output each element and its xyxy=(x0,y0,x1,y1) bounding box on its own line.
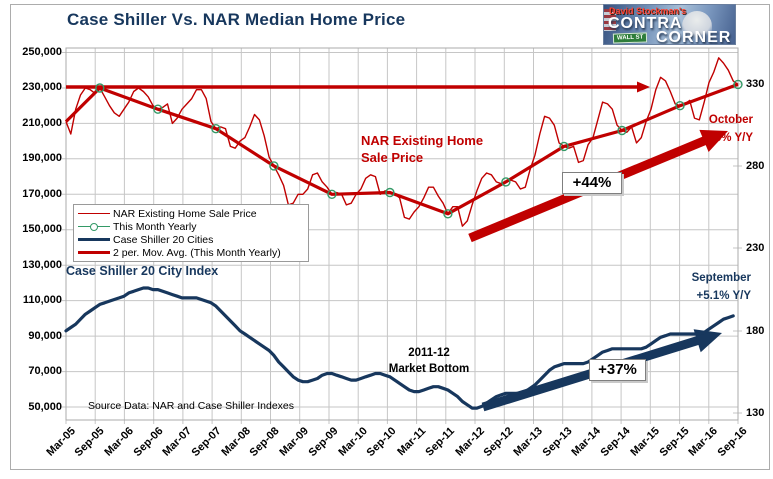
yearly-marker xyxy=(443,209,453,219)
capitol-dome-image xyxy=(682,11,712,41)
yearly-marker xyxy=(675,100,685,111)
yearly-marker xyxy=(385,187,395,198)
left-axis-tick-label: 190,000 xyxy=(22,152,62,165)
left-axis-tick-label: 110,000 xyxy=(22,294,62,307)
nar-series-annotation: NAR Existing Home Sale Price xyxy=(361,132,483,166)
october-yoy-annotation: October +6% Y/Y xyxy=(708,111,753,147)
yearly-marker xyxy=(617,125,627,136)
right-axis-tick-label: 330 xyxy=(746,77,765,90)
right-axis-tick-label: 130 xyxy=(746,406,765,419)
left-axis-tick-label: 130,000 xyxy=(22,258,62,271)
september-line2: +5.1% Y/Y xyxy=(696,290,751,302)
left-axis-tick-label: 250,000 xyxy=(22,46,62,58)
legend-label: This Month Yearly xyxy=(113,220,197,233)
september-yoy-annotation: September +5.1% Y/Y xyxy=(692,269,751,305)
yearly-marker xyxy=(269,161,279,171)
yearly-marker xyxy=(153,104,163,114)
left-axis-tick-label: 210,000 xyxy=(22,116,62,129)
legend-swatch-yearly xyxy=(78,222,110,232)
case-shiller-line xyxy=(64,286,735,410)
legend-item: Case Shiller 20 Cities xyxy=(78,233,308,246)
left-axis-tick-label: 50,000 xyxy=(28,400,62,413)
legend-item: This Month Yearly xyxy=(78,220,308,233)
nar-gain-badge: +44% xyxy=(562,172,622,194)
cs-gain-badge: +37% xyxy=(589,359,646,381)
right-axis-tick-label: 180 xyxy=(746,324,765,337)
nar-annotation-line1: NAR Existing Home xyxy=(361,133,484,148)
left-axis-tick-label: 170,000 xyxy=(22,187,62,200)
legend: NAR Existing Home Sale Price This Month Y… xyxy=(73,204,309,262)
market-bottom-line2: Market Bottom xyxy=(388,363,470,375)
flag-decoration xyxy=(604,9,616,31)
legend-label: NAR Existing Home Sale Price xyxy=(113,207,257,220)
logo-byline: David Stockman's xyxy=(609,6,687,16)
wall-st-sign: WALL ST xyxy=(612,32,648,44)
market-bottom-annotation: 2011-12 Market Bottom xyxy=(384,345,474,377)
yearly-marker xyxy=(559,141,569,152)
yearly-marker xyxy=(733,79,743,90)
october-line1: October xyxy=(708,114,753,126)
left-axis-tick-label: 230,000 xyxy=(22,81,62,94)
left-axis-tick-label: 150,000 xyxy=(22,223,62,236)
left-axis-tick-label: 90,000 xyxy=(28,329,62,342)
legend-swatch-ma xyxy=(78,248,110,258)
legend-swatch-nar xyxy=(78,209,110,219)
yearly-marker xyxy=(327,189,337,200)
contra-corner-logo: David Stockman's CONTRA CORNER WALL ST xyxy=(603,4,736,45)
legend-label: Case Shiller 20 Cities xyxy=(113,233,214,246)
left-axis-tick-label: 70,000 xyxy=(28,365,62,378)
yearly-marker xyxy=(211,123,221,134)
nar-annotation-line2: Sale Price xyxy=(361,150,424,165)
legend-swatch-cs xyxy=(78,235,110,245)
market-bottom-line1: 2011-12 xyxy=(408,347,450,359)
case-shiller-annotation: Case Shiller 20 City Index xyxy=(66,264,219,278)
october-line2: +6% Y/Y xyxy=(708,132,753,144)
legend-item: 2 per. Mov. Avg. (This Month Yearly) xyxy=(78,246,308,259)
yearly-marker xyxy=(95,83,105,93)
yearly-marker xyxy=(501,177,511,187)
september-line1: September xyxy=(691,272,751,284)
legend-label: 2 per. Mov. Avg. (This Month Yearly) xyxy=(113,246,281,259)
logo-word-contra: CONTRA xyxy=(608,15,683,32)
legend-item: NAR Existing Home Sale Price xyxy=(78,207,308,220)
source-note: Source Data: NAR and Case Shiller Indexe… xyxy=(88,400,295,412)
logo-word-corner: CORNER xyxy=(656,29,732,45)
chart-title: Case Shiller Vs. NAR Median Home Price xyxy=(67,10,406,29)
right-axis-tick-label: 230 xyxy=(746,241,765,254)
right-axis-tick-label: 280 xyxy=(746,159,765,172)
